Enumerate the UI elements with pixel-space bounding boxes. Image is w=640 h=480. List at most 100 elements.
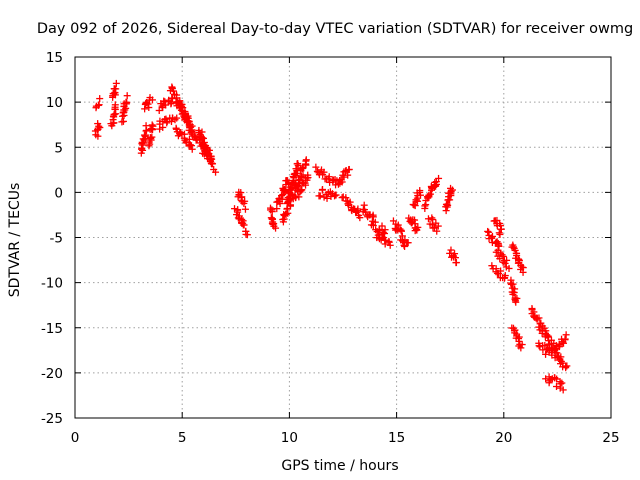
data-point (186, 121, 194, 129)
data-point (488, 262, 496, 270)
data-point (294, 160, 302, 168)
data-point (431, 223, 439, 231)
data-point (354, 207, 362, 215)
x-tick-label: 15 (388, 430, 405, 446)
data-point (505, 264, 513, 272)
data-point (243, 231, 251, 239)
data-point (381, 236, 389, 244)
data-point (492, 265, 500, 273)
y-axis-label: SDTVAR / TECUs (7, 183, 23, 298)
data-point (517, 344, 525, 352)
data-point (141, 105, 149, 113)
data-point (139, 139, 147, 147)
data-point (273, 205, 281, 213)
data-point (429, 224, 437, 232)
data-point (272, 224, 280, 232)
data-point (295, 193, 303, 201)
data-point (268, 208, 276, 216)
data-point (208, 159, 216, 167)
data-point (411, 202, 419, 210)
data-point (386, 241, 394, 249)
data-point (444, 196, 452, 204)
data-point (496, 255, 504, 263)
data-point (95, 101, 103, 109)
x-axis-label: GPS time / hours (281, 458, 398, 474)
data-point (513, 249, 521, 257)
data-point (269, 220, 277, 228)
data-point (422, 201, 430, 209)
data-point (513, 294, 521, 302)
grid-lines (75, 57, 611, 418)
data-point (288, 184, 296, 192)
data-point (501, 259, 509, 267)
data-point (239, 221, 247, 229)
data-point (96, 124, 104, 132)
data-point (323, 194, 331, 202)
data-point (167, 118, 175, 126)
data-point (188, 145, 196, 153)
y-tick-label: 5 (54, 140, 63, 156)
data-point (319, 185, 327, 193)
data-point (563, 362, 571, 370)
data-point (371, 218, 379, 226)
data-point (451, 250, 459, 258)
axis-ticks: 0 5 10 15 20 25 -25 -20 -15 -10 -5 0 5 10 15 (41, 50, 620, 446)
data-point (501, 272, 509, 280)
data-point (231, 205, 239, 213)
data-point (512, 298, 520, 306)
data-point (138, 140, 146, 148)
data-point (356, 214, 364, 222)
data-point (112, 79, 120, 87)
data-point (187, 142, 195, 150)
data-point (96, 95, 104, 103)
data-point (434, 222, 442, 230)
data-point (92, 131, 100, 139)
data-point (173, 114, 181, 122)
data-point (496, 230, 504, 238)
data-point (212, 168, 220, 176)
data-point (334, 180, 342, 188)
data-point (94, 120, 102, 128)
data-point (345, 166, 353, 174)
data-point (144, 100, 152, 108)
x-tick-label: 0 (71, 430, 80, 446)
data-point (558, 379, 566, 387)
data-point (560, 339, 568, 347)
y-tick-label: -20 (41, 366, 63, 382)
data-point (417, 191, 425, 199)
data-point (444, 201, 452, 209)
data-point (557, 357, 565, 365)
data-point (188, 128, 196, 136)
data-point (199, 134, 207, 142)
data-point (200, 138, 208, 146)
data-point (519, 268, 527, 276)
data-point (535, 314, 543, 322)
x-tick-label: 25 (602, 430, 619, 446)
data-point (148, 96, 156, 104)
data-point (404, 239, 412, 247)
data-point (331, 192, 339, 200)
data-point (122, 104, 130, 112)
data-point (511, 326, 519, 334)
data-point (332, 191, 340, 199)
y-tick-label: 10 (46, 95, 63, 111)
data-point (302, 157, 310, 165)
x-tick-label: 10 (281, 430, 298, 446)
data-point (557, 380, 565, 388)
data-point (503, 256, 511, 264)
data-point (142, 122, 150, 130)
data-point (123, 99, 131, 107)
data-point (498, 251, 506, 259)
data-point (241, 205, 249, 213)
data-point (362, 208, 370, 216)
data-point (297, 187, 305, 195)
data-point (561, 336, 569, 344)
data-point (277, 192, 285, 200)
data-point (316, 192, 324, 200)
data-point (401, 242, 409, 250)
data-point (559, 386, 567, 394)
y-tick-label: -15 (41, 321, 63, 337)
y-tick-label: -10 (41, 276, 63, 292)
data-point (562, 331, 570, 339)
data-point (291, 192, 299, 200)
